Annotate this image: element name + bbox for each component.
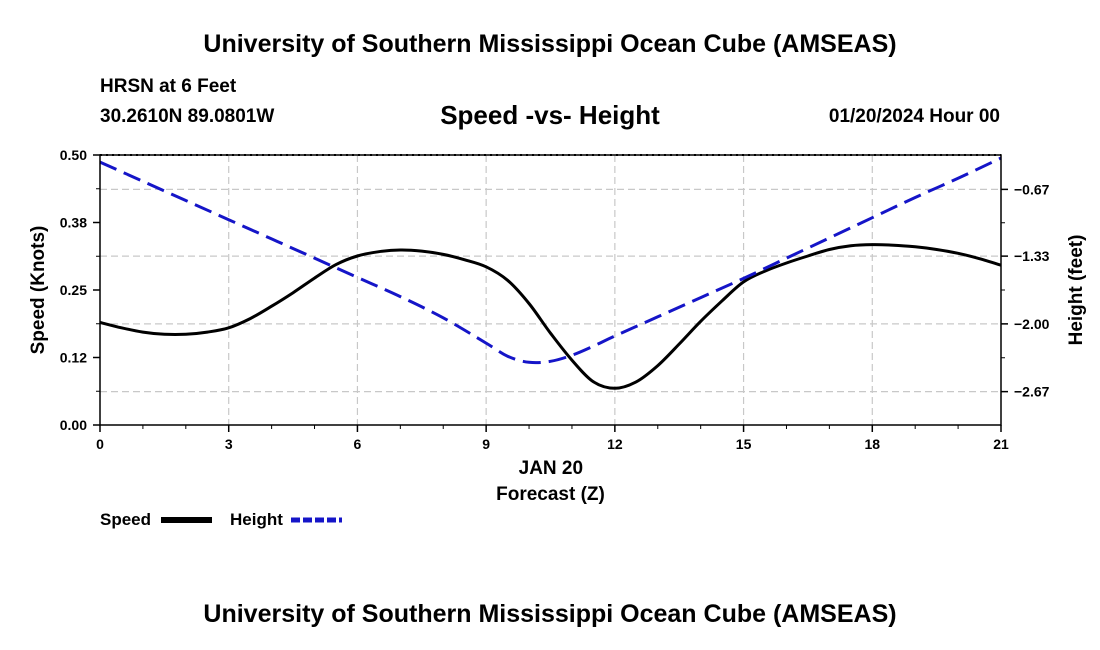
main-title-bottom: University of Southern Mississippi Ocean…: [203, 600, 897, 628]
speed-series-line: [99, 243, 1002, 390]
y-tick-label: 0.00: [60, 417, 87, 433]
axis-ticks: [93, 154, 1008, 432]
legend-speed-label: Speed: [100, 510, 151, 529]
x-tick-label: 9: [482, 436, 490, 452]
x-tick-label: 12: [607, 436, 623, 452]
legend-height-label: Height: [230, 510, 283, 529]
y2-tick-label: −2.67: [1014, 384, 1050, 400]
station-coordinates: 30.2610N 89.0801W: [100, 106, 275, 127]
x-tick-label: 6: [354, 436, 362, 452]
legend: Speed Height: [100, 510, 342, 529]
x-tick-label: 21: [993, 436, 1009, 452]
station-label: HRSN at 6 Feet: [100, 76, 237, 97]
chart-subtitle: Speed -vs- Height: [440, 100, 660, 130]
axis-tick-labels: 0 3 6 9 12 15 18 21 0.00 0.12 0.25 0.38 0.50 −2.67 −2.…: [60, 147, 1050, 452]
y2-tick-label: −0.67: [1014, 181, 1050, 197]
height-series-line: [99, 156, 1002, 365]
main-title-top: University of Southern Mississippi Ocean…: [203, 30, 897, 58]
y2-tick-label: −2.00: [1014, 316, 1050, 332]
x-tick-label: 18: [864, 436, 880, 452]
x-axis-label: Forecast (Z): [496, 484, 605, 505]
x-tick-label: 15: [736, 436, 752, 452]
x-tick-label: 0: [96, 436, 104, 452]
y-axis-label: Speed (Knots): [28, 226, 49, 355]
y-tick-label: 0.38: [60, 215, 87, 231]
grid-lines: [100, 155, 1001, 425]
y2-axis-label: Height (feet): [1066, 235, 1087, 346]
plot-frame: [99, 154, 1002, 426]
y-tick-label: 0.50: [60, 147, 87, 163]
y-tick-label: 0.12: [60, 350, 87, 366]
x-axis-date-label: JAN 20: [519, 458, 583, 479]
y-tick-label: 0.25: [60, 282, 87, 298]
series-lines: [99, 156, 1002, 390]
forecast-datetime: 01/20/2024 Hour 00: [828, 106, 1000, 127]
y2-tick-label: −1.33: [1014, 248, 1050, 264]
x-tick-label: 3: [225, 436, 233, 452]
